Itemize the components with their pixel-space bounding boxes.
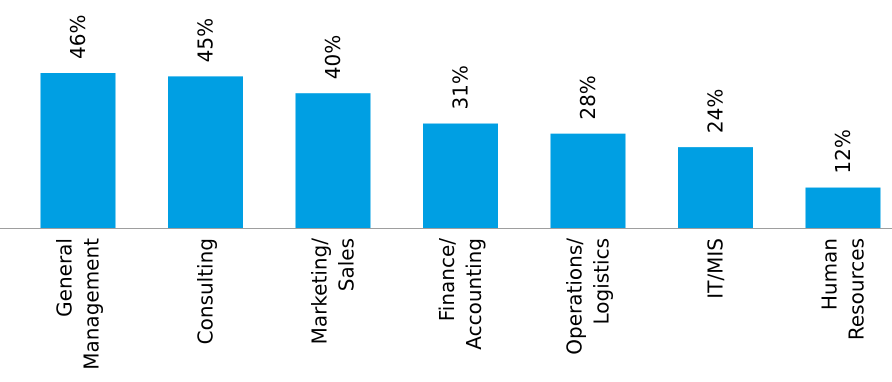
bar-4	[550, 133, 626, 228]
category-label-6: Human Resources	[818, 238, 869, 340]
bar-3	[423, 123, 498, 228]
bar-1	[168, 76, 243, 228]
category-label-3-line-0: Finance/	[435, 238, 459, 322]
category-label-0: General Management	[53, 238, 104, 370]
bars-group	[40, 73, 881, 228]
category-labels-group: General Management Consulting Marketing/Sal…	[53, 238, 869, 370]
bar-0	[40, 73, 116, 228]
value-label-2: 40%	[321, 35, 345, 79]
value-label-0: 46%	[66, 15, 90, 59]
value-labels-group: 46% 45% 40% 31% 28% 24% 12%	[66, 15, 855, 174]
category-label-3-line-1: Accounting	[462, 238, 486, 350]
value-label-6: 12%	[831, 129, 855, 173]
bar-2	[295, 93, 371, 228]
category-label-4: Operations/Logistics	[563, 238, 614, 355]
category-label-1-line-0: Consulting	[194, 238, 218, 344]
category-label-5-line-0: IT/MIS	[704, 238, 728, 299]
category-label-0-line-0: General	[53, 238, 77, 317]
category-label-4-line-0: Operations/	[563, 238, 587, 355]
category-label-2: Marketing/Sales	[308, 238, 359, 345]
value-label-5: 24%	[704, 89, 728, 133]
value-label-3: 31%	[449, 65, 473, 109]
value-label-4: 28%	[576, 75, 600, 119]
category-label-0-line-1: Management	[80, 238, 104, 370]
category-label-2-line-0: Marketing/	[308, 238, 332, 345]
category-label-6-line-0: Human	[818, 238, 842, 310]
bar-5	[678, 147, 753, 228]
category-label-3: Finance/Accounting	[435, 238, 486, 350]
category-label-6-line-1: Resources	[845, 238, 869, 340]
value-label-1: 45%	[194, 18, 218, 62]
category-label-1: Consulting	[194, 238, 218, 344]
category-label-5: IT/MIS	[704, 238, 728, 299]
category-label-4-line-1: Logistics	[590, 238, 614, 325]
category-label-2-line-1: Sales	[335, 238, 359, 291]
bar-6	[805, 187, 881, 228]
